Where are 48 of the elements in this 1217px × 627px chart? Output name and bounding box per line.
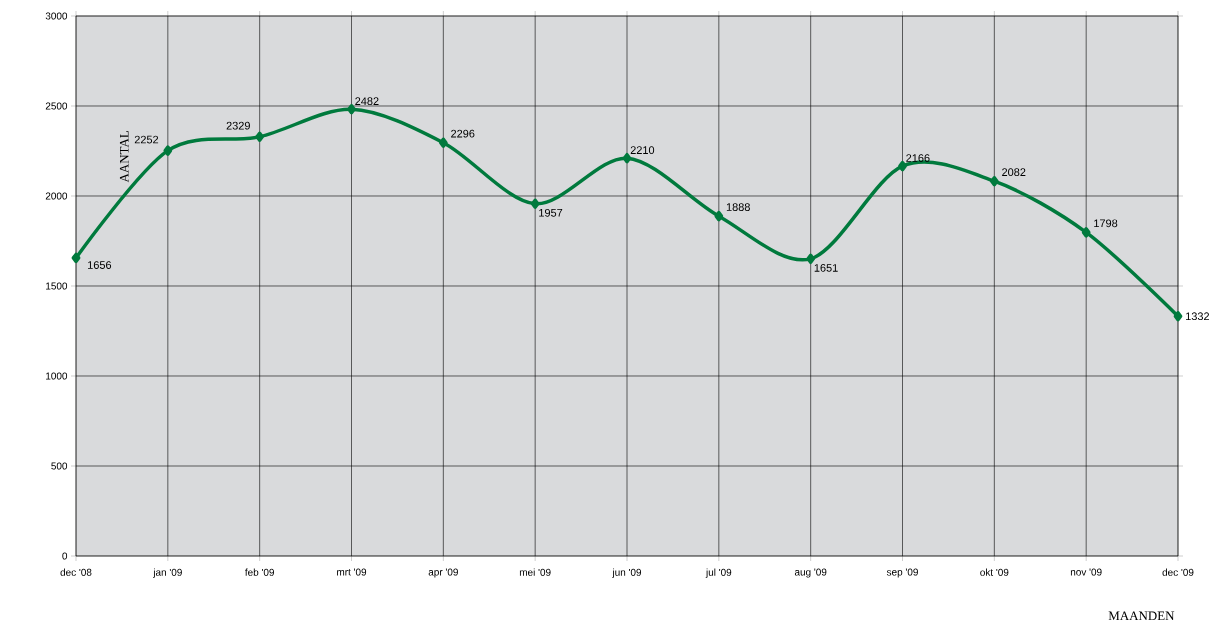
data-label: 1888 xyxy=(726,203,750,211)
data-label: 2329 xyxy=(226,121,250,130)
x-tick-label: sep '09 xyxy=(886,568,918,578)
data-label: 2082 xyxy=(1002,168,1026,177)
point xyxy=(806,253,816,265)
point xyxy=(347,104,356,115)
point xyxy=(622,152,632,164)
point xyxy=(255,131,265,143)
data-label: 1332 xyxy=(1186,312,1210,321)
point xyxy=(989,176,999,187)
point xyxy=(163,145,173,156)
data-label: 1651 xyxy=(814,264,838,272)
x-tick-label: okt '09 xyxy=(980,568,1009,576)
x-tick-label: nov '09 xyxy=(1070,568,1102,576)
x-tick-label: jan '09 xyxy=(153,568,182,578)
y-tick-label: 1000 xyxy=(46,372,68,380)
x-tick-label: mei '09 xyxy=(519,568,551,576)
y-tick-label: 2500 xyxy=(45,102,68,110)
point xyxy=(1173,311,1183,322)
data-label: 2252 xyxy=(134,135,159,144)
point xyxy=(1081,227,1091,238)
point xyxy=(438,137,448,148)
data-label: 2166 xyxy=(906,154,930,162)
x-tick-label: feb '09 xyxy=(245,568,274,576)
y-tick-label: 3000 xyxy=(45,12,68,20)
data-label: 2210 xyxy=(630,146,655,154)
y-tick-label: 500 xyxy=(51,462,68,470)
x-tick-label: jul '09 xyxy=(705,568,732,578)
point xyxy=(71,252,81,264)
y-tick-label: 1500 xyxy=(46,282,68,290)
point xyxy=(898,160,907,172)
x-tick-label: apr '09 xyxy=(428,568,458,578)
x-tick-label: mrt '09 xyxy=(337,568,367,576)
x-tick-label: dec '08 xyxy=(60,568,92,576)
data-label: 2482 xyxy=(355,97,379,106)
y-axis-title: AANTAL xyxy=(119,131,129,183)
point xyxy=(530,198,540,209)
x-tick-label: aug '09 xyxy=(794,568,827,578)
data-label: 1957 xyxy=(539,208,563,217)
x-tick-label: dec '09 xyxy=(1162,568,1194,576)
data-label: 2296 xyxy=(451,129,475,138)
data-label: 1656 xyxy=(88,261,112,269)
point xyxy=(714,210,724,222)
y-tick-label: 2000 xyxy=(45,192,68,200)
data-label: 1798 xyxy=(1094,219,1118,228)
x-tick-label: jun '09 xyxy=(612,568,642,578)
x-axis-title: MAANDEN xyxy=(1108,611,1175,621)
y-tick-label: 0 xyxy=(62,552,68,560)
